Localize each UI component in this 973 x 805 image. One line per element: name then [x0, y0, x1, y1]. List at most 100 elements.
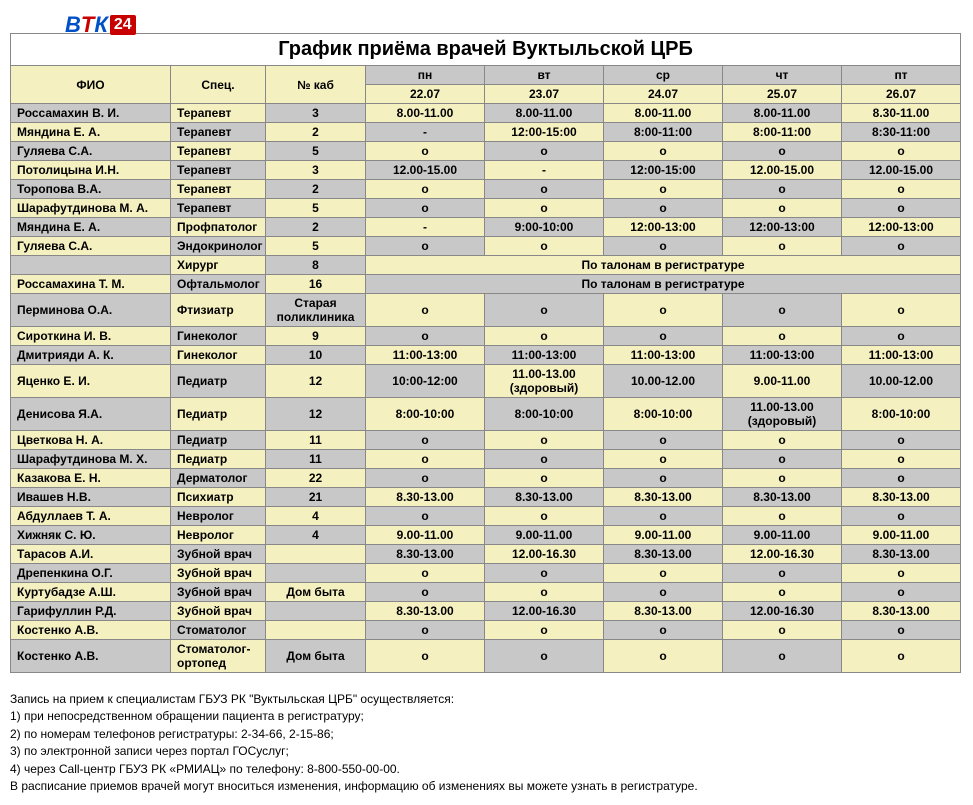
doctor-name: Костенко А.В.: [11, 640, 171, 673]
doctor-spec: Педиатр: [171, 398, 266, 431]
doctor-room: 21: [266, 488, 366, 507]
doctor-spec: Гинеколог: [171, 327, 266, 346]
doctor-name: Денисова Я.А.: [11, 398, 171, 431]
cell-25-4: о: [842, 621, 961, 640]
cell-2-1: о: [485, 142, 604, 161]
cell-21-2: 8.30-13.00: [604, 545, 723, 564]
cell-13-1: 11.00-13.00 (здоровый): [485, 365, 604, 398]
cell-3-4: 12.00-15.00: [842, 161, 961, 180]
cell-20-2: 9.00-11.00: [604, 526, 723, 545]
doctor-name: Гуляева С.А.: [11, 142, 171, 161]
doctor-spec: Педиатр: [171, 365, 266, 398]
header-date-3: 25.07: [723, 85, 842, 104]
cell-24-1: 12.00-16.30: [485, 602, 604, 621]
doctor-room: 2: [266, 218, 366, 237]
cell-10-1: о: [485, 294, 604, 327]
cell-5-1: о: [485, 199, 604, 218]
cell-10-3: о: [723, 294, 842, 327]
doctor-room: [266, 621, 366, 640]
cell-16-0: о: [366, 450, 485, 469]
cell-3-1: -: [485, 161, 604, 180]
doctor-name: Торопова В.А.: [11, 180, 171, 199]
cell-24-0: 8.30-13.00: [366, 602, 485, 621]
doctor-name: Россамахин В. И.: [11, 104, 171, 123]
header-date-4: 26.07: [842, 85, 961, 104]
doctor-room: 9: [266, 327, 366, 346]
cell-16-1: о: [485, 450, 604, 469]
cell-26-3: о: [723, 640, 842, 673]
doctor-name: Мяндина Е. А.: [11, 218, 171, 237]
logo-badge: 24: [110, 15, 136, 35]
cell-13-3: 9.00-11.00: [723, 365, 842, 398]
doctor-name: Гарифуллин Р.Д.: [11, 602, 171, 621]
cell-2-0: о: [366, 142, 485, 161]
doctor-name: Ивашев Н.В.: [11, 488, 171, 507]
cell-3-3: 12.00-15.00: [723, 161, 842, 180]
schedule-table: График приёма врачей Вуктыльской ЦРБФИОС…: [10, 33, 961, 673]
cell-18-0: 8.30-13.00: [366, 488, 485, 507]
cell-5-4: о: [842, 199, 961, 218]
doctor-room: [266, 545, 366, 564]
note-line-0: Запись на прием к специалистам ГБУЗ РК "…: [10, 691, 950, 708]
doctor-spec: Эндокринолог: [171, 237, 266, 256]
doctor-room: 2: [266, 123, 366, 142]
doctor-spec: Зубной врач: [171, 583, 266, 602]
cell-6-2: 12:00-13:00: [604, 218, 723, 237]
cell-22-4: о: [842, 564, 961, 583]
doctor-name: Казакова Е. Н.: [11, 469, 171, 488]
cell-2-2: о: [604, 142, 723, 161]
logo-letter: В: [65, 12, 81, 38]
cell-0-3: 8.00-11.00: [723, 104, 842, 123]
doctor-spec: Терапевт: [171, 180, 266, 199]
cell-4-3: о: [723, 180, 842, 199]
cell-26-0: о: [366, 640, 485, 673]
cell-0-1: 8.00-11.00: [485, 104, 604, 123]
notes-block: Запись на прием к специалистам ГБУЗ РК "…: [10, 691, 950, 795]
cell-12-1: 11:00-13:00: [485, 346, 604, 365]
cell-25-1: о: [485, 621, 604, 640]
cell-1-3: 8:00-11:00: [723, 123, 842, 142]
cell-19-1: о: [485, 507, 604, 526]
cell-14-0: 8:00-10:00: [366, 398, 485, 431]
doctor-room: 3: [266, 104, 366, 123]
cell-5-0: о: [366, 199, 485, 218]
cell-17-2: о: [604, 469, 723, 488]
doctor-name: Абдуллаев Т. А.: [11, 507, 171, 526]
cell-10-0: о: [366, 294, 485, 327]
cell-13-0: 10:00-12:00: [366, 365, 485, 398]
doctor-spec: Зубной врач: [171, 602, 266, 621]
logo-letter: К: [94, 12, 108, 38]
cell-4-1: о: [485, 180, 604, 199]
cell-11-2: о: [604, 327, 723, 346]
note-line-3: 3) по электронной записи через портал ГО…: [10, 743, 950, 760]
cell-13-4: 10.00-12.00: [842, 365, 961, 398]
cell-4-0: о: [366, 180, 485, 199]
header-day-2: ср: [604, 66, 723, 85]
doctor-spec: Хирург: [171, 256, 266, 275]
cell-23-3: о: [723, 583, 842, 602]
doctor-room: 5: [266, 237, 366, 256]
cell-21-1: 12.00-16.30: [485, 545, 604, 564]
doctor-room: 2: [266, 180, 366, 199]
doctor-spec: Терапевт: [171, 142, 266, 161]
by-tickets: По талонам в регистратуре: [366, 275, 961, 294]
cell-16-3: о: [723, 450, 842, 469]
cell-17-1: о: [485, 469, 604, 488]
cell-20-4: 9.00-11.00: [842, 526, 961, 545]
doctor-spec: Зубной врач: [171, 545, 266, 564]
header-day-1: вт: [485, 66, 604, 85]
doctor-name: Куртубадзе А.Ш.: [11, 583, 171, 602]
cell-18-4: 8.30-13.00: [842, 488, 961, 507]
logo: В Т К 24: [65, 12, 136, 38]
cell-15-2: о: [604, 431, 723, 450]
doctor-name: [11, 256, 171, 275]
doctor-spec: Терапевт: [171, 104, 266, 123]
cell-7-0: о: [366, 237, 485, 256]
cell-23-0: о: [366, 583, 485, 602]
doctor-spec: Педиатр: [171, 450, 266, 469]
cell-6-0: -: [366, 218, 485, 237]
doctor-spec: Психиатр: [171, 488, 266, 507]
doctor-spec: Дерматолог: [171, 469, 266, 488]
cell-22-0: о: [366, 564, 485, 583]
doctor-room: Дом быта: [266, 640, 366, 673]
